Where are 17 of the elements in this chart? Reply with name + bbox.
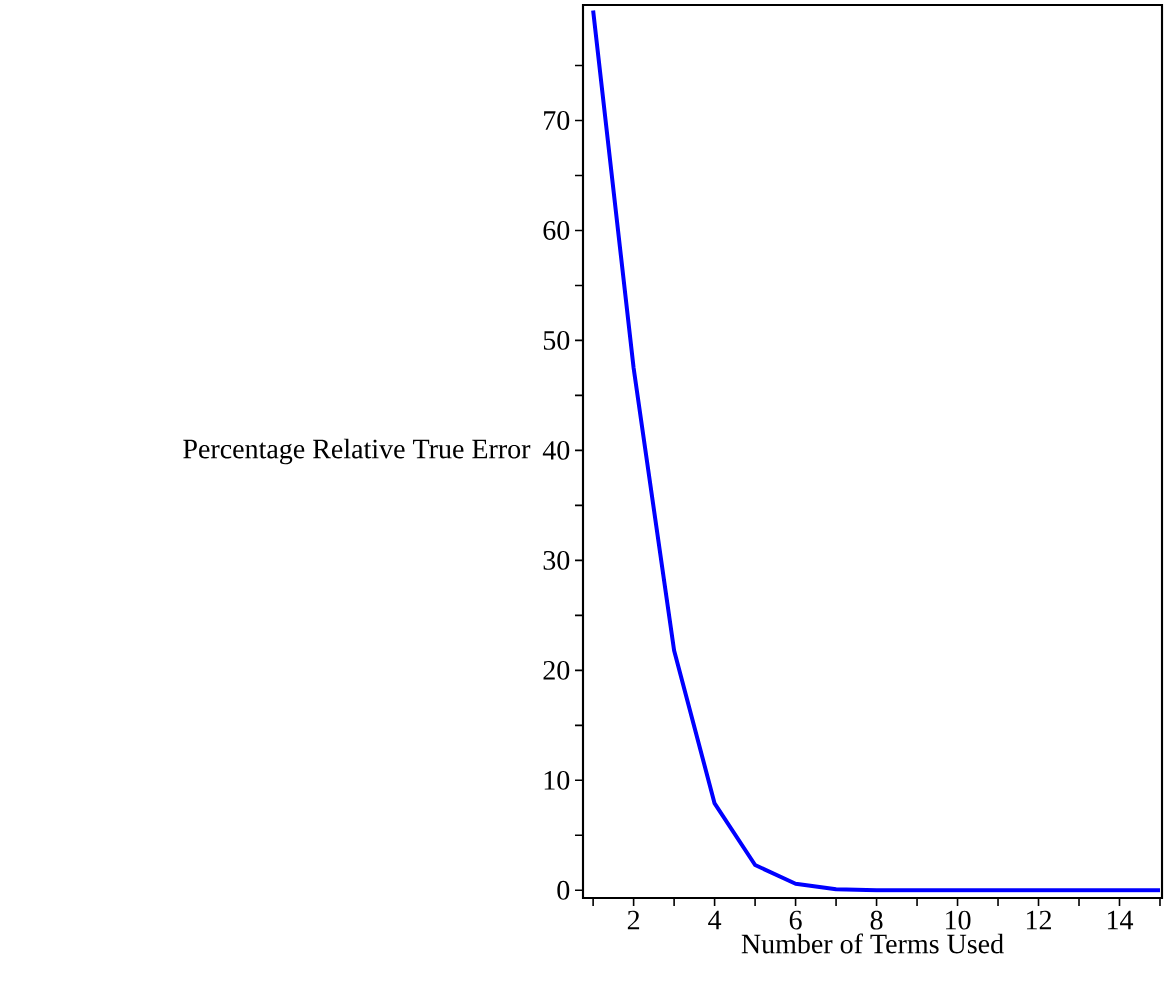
x-tick-label: 6	[789, 910, 802, 930]
x-tick-label: 8	[870, 910, 883, 930]
y-tick-label: 70	[544, 111, 570, 130]
y-tick-label: 60	[543, 221, 570, 240]
y-tick-label: 50	[543, 330, 570, 350]
x-tick-label: 12	[1026, 910, 1051, 930]
y-tick-label: 20	[543, 660, 570, 680]
y-tick-label: 30	[543, 550, 570, 570]
y-tick-label: 10	[544, 770, 570, 790]
x-tick-label: 10	[946, 910, 971, 930]
x-tick-label: 4	[708, 910, 722, 930]
x-axis-title: Number of Terms Used	[741, 933, 1004, 954]
y-axis-title: Percentage Relative True Error	[183, 438, 531, 465]
y-tick-label: 0	[557, 880, 570, 900]
x-tick-label: 14	[1107, 910, 1134, 930]
y-tick-label: 40	[542, 440, 570, 460]
x-tick-label: 2	[627, 910, 640, 930]
